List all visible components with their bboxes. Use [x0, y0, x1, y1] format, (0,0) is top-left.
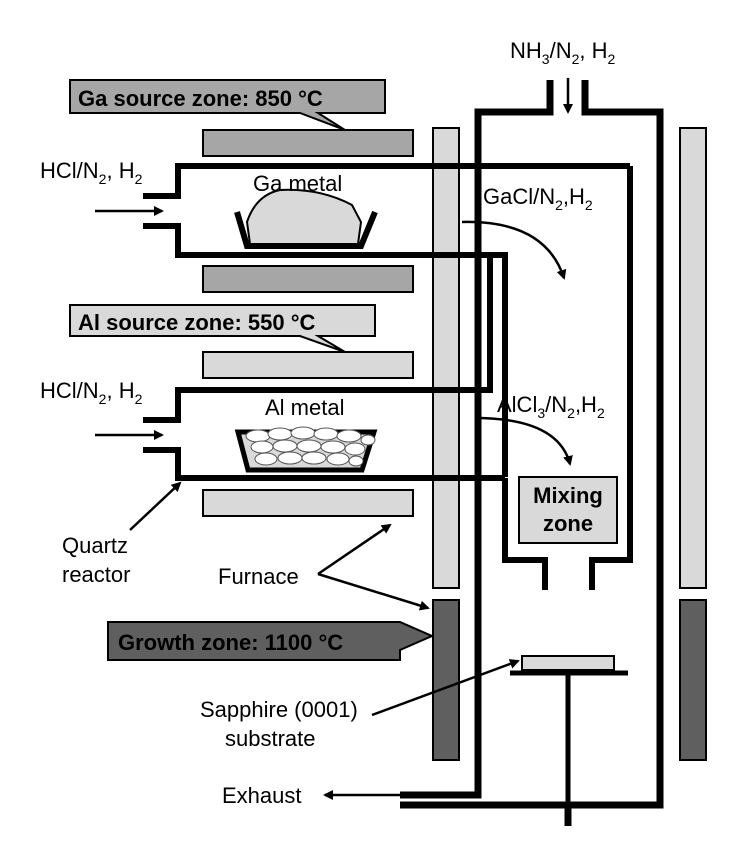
heater-ga-top — [202, 129, 414, 157]
ga-source-tube — [143, 163, 630, 477]
furnace-right-growth — [679, 599, 707, 761]
al-source-zone-callout: Al source zone: 550 °C — [69, 304, 376, 353]
quartz-label-2: reactor — [62, 562, 130, 587]
sapphire-label-2: substrate — [225, 726, 316, 751]
hcl-al-inlet-label: HCl/N2, H2 — [40, 378, 143, 407]
heater-al-bottom — [202, 489, 414, 517]
furnace-left-upper — [432, 127, 460, 589]
mixing-nozzle — [502, 166, 633, 590]
al-source-zone-label: Al source zone: 550 °C — [78, 310, 316, 335]
al-boat — [234, 426, 378, 473]
ga-source-zone-label: Ga source zone: 850 °C — [78, 86, 323, 111]
arrow-quartz — [129, 481, 182, 531]
nh3-inlet-label: NH3/N2, H2 — [510, 38, 616, 67]
growth-zone-label: Growth zone: 1100 °C — [118, 630, 343, 655]
flow-arrows — [95, 78, 573, 800]
arrow-sapphire — [371, 659, 520, 717]
substrate-holder — [510, 655, 628, 805]
al-metal-label: Al metal — [265, 395, 344, 420]
ga-boat — [234, 188, 378, 249]
heater-al-top — [202, 351, 414, 379]
ga-source-zone-callout: Ga source zone: 850 °C — [69, 79, 386, 131]
furnace-left-column — [432, 127, 460, 761]
mixing-zone-label-1: Mixing — [533, 483, 603, 508]
furnace-right-column — [679, 127, 707, 761]
furnace-label: Furnace — [218, 564, 299, 589]
quartz-label-1: Quartz — [62, 533, 128, 558]
mixing-zone-label-2: zone — [543, 511, 593, 536]
sapphire-label-1: Sapphire (0001) — [200, 697, 358, 722]
furnace-left-growth — [432, 599, 460, 761]
mixing-zone-box: Mixing zone — [518, 476, 618, 544]
outer-reactor-wall — [400, 80, 664, 826]
al-source-tube — [143, 255, 505, 481]
furnace-right-upper — [679, 127, 707, 589]
arrow-gacl — [461, 220, 567, 280]
exhaust-label: Exhaust — [222, 783, 302, 808]
heater-ga-bottom — [202, 265, 414, 293]
arrow-furnace-1 — [317, 523, 392, 576]
ga-metal-label: Ga metal — [253, 171, 342, 196]
growth-zone-callout: Growth zone: 1100 °C — [107, 621, 435, 661]
arrow-furnace-2 — [317, 572, 430, 611]
alcl-flow-label: AlCl3/N2,H2 — [497, 392, 605, 421]
hcl-ga-inlet-label: HCl/N2, H2 — [40, 158, 143, 187]
gacl-flow-label: GaCl/N2,H2 — [483, 184, 593, 213]
arrow-alcl — [474, 416, 573, 466]
sapphire-substrate — [521, 655, 615, 671]
